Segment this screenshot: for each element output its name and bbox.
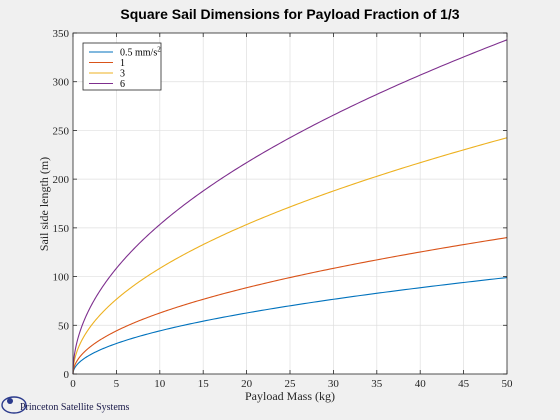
logo-orbit-icon — [1, 396, 27, 414]
x-tick-label: 50 — [502, 378, 514, 390]
chart-title: Square Sail Dimensions for Payload Fract… — [120, 6, 459, 22]
x-tick-label: 20 — [241, 378, 253, 390]
x-tick-label: 30 — [328, 378, 340, 390]
y-tick-label: 50 — [58, 320, 70, 332]
company-logo: Princeton Satellite Systems — [1, 396, 130, 414]
series-line-3 — [72, 39, 508, 375]
y-tick-label: 0 — [64, 369, 70, 381]
x-tick-label: 35 — [371, 378, 383, 390]
series-line-0 — [72, 277, 508, 375]
x-tick-label: 0 — [70, 378, 76, 390]
y-tick-label: 300 — [53, 77, 70, 89]
axis-ticks: 0 5 10 15 20 25 30 35 40 45 50 0 50 100 150 200 250 300 35… — [53, 28, 514, 390]
x-tick-label: 5 — [114, 378, 120, 390]
legend-label-1: 1 — [120, 58, 125, 69]
series-line-1 — [72, 237, 508, 375]
series-line-2 — [72, 137, 508, 375]
logo-planet-icon — [7, 398, 13, 404]
series-layer — [72, 39, 508, 375]
y-tick-label: 350 — [53, 28, 70, 40]
y-axis-label: Sail side length (m) — [37, 157, 51, 251]
legend-label-2: 3 — [120, 69, 125, 80]
legend-label-3: 6 — [120, 79, 125, 90]
logo-text: Princeton Satellite Systems — [20, 402, 130, 413]
y-tick-label: 150 — [53, 223, 70, 235]
x-tick-label: 10 — [154, 378, 166, 390]
y-tick-label: 100 — [53, 272, 70, 284]
legend-box — [82, 42, 162, 91]
y-tick-label: 250 — [53, 125, 70, 137]
legend-label-0: 0.5 mm/s2 — [120, 46, 161, 59]
x-tick-label: 40 — [415, 378, 427, 390]
x-tick-label: 45 — [458, 378, 470, 390]
x-tick-label: 25 — [285, 378, 297, 390]
x-tick-label: 15 — [198, 378, 210, 390]
grid — [73, 33, 507, 374]
x-axis-label: Payload Mass (kg) — [245, 389, 335, 403]
y-tick-label: 200 — [53, 174, 70, 186]
